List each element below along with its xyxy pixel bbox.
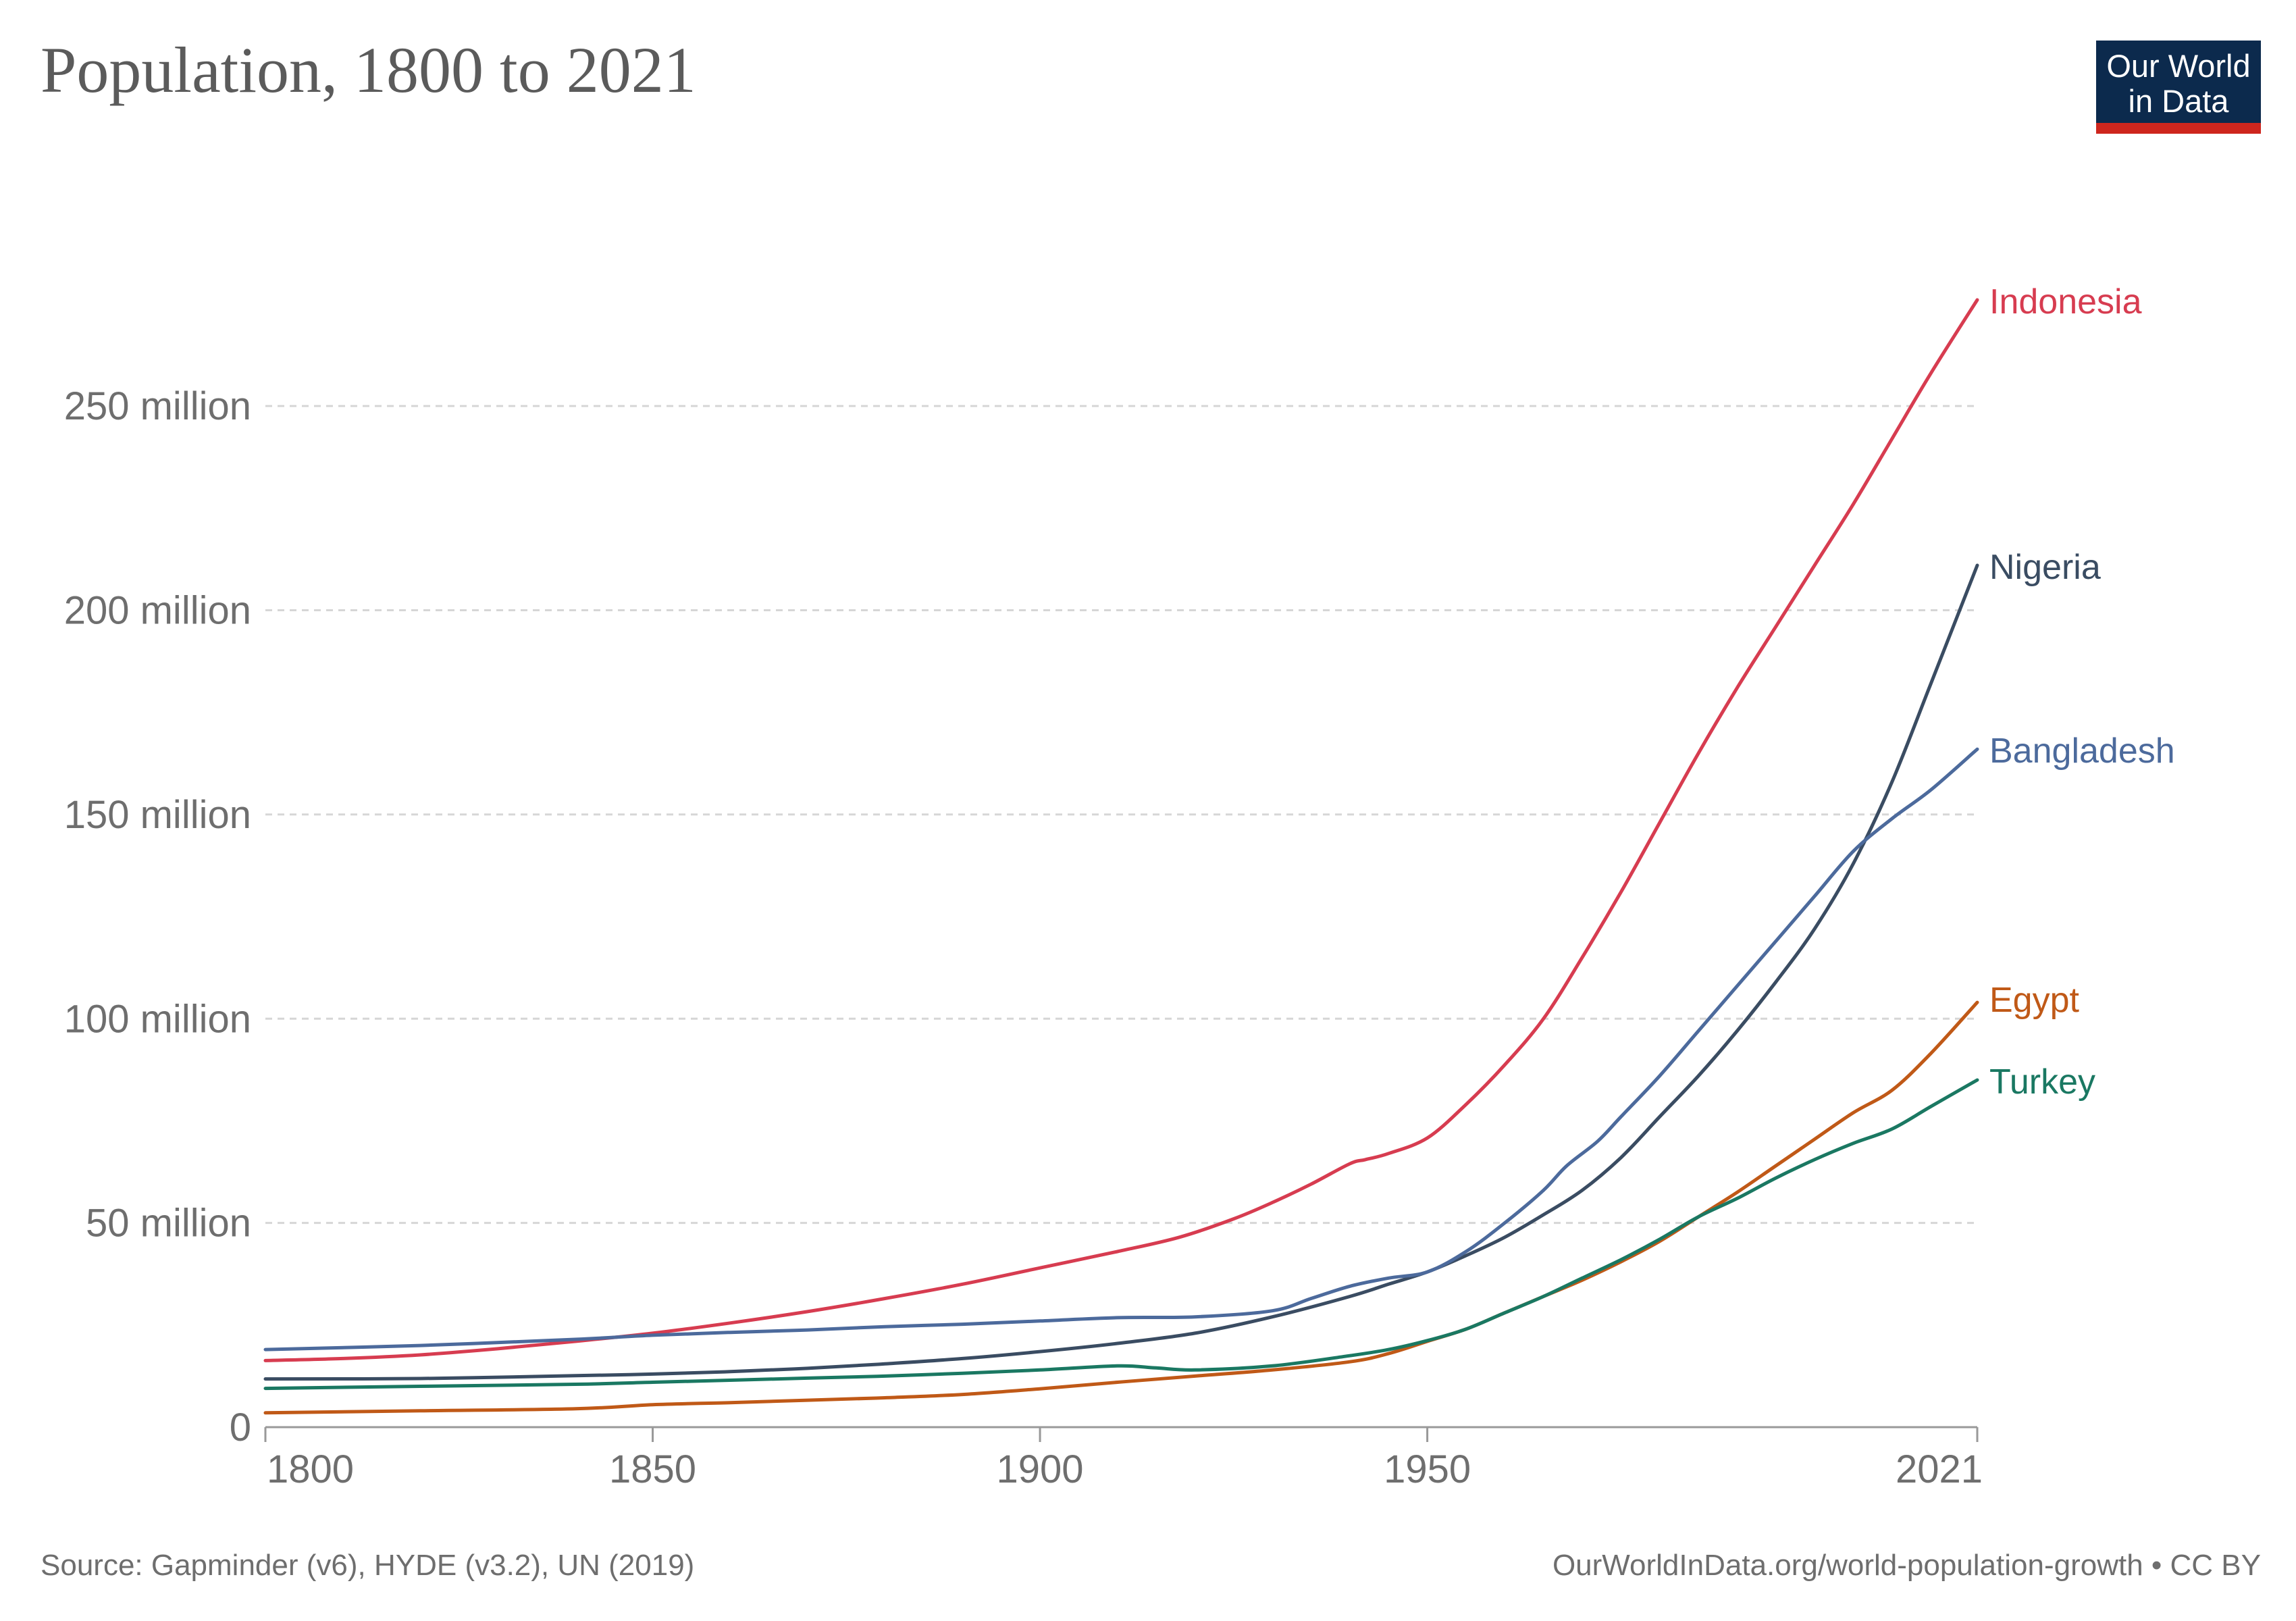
y-tick-label: 250 million [64, 384, 251, 428]
y-tick-label: 50 million [86, 1202, 251, 1245]
y-tick-label: 0 [230, 1406, 251, 1449]
series-label-indonesia: Indonesia [1989, 282, 2142, 321]
x-tick-label: 1850 [609, 1447, 696, 1491]
y-tick-label: 200 million [64, 589, 251, 633]
credit-link[interactable]: OurWorldInData.org/world-population-grow… [1552, 1549, 2261, 1582]
series-line-turkey [263, 1078, 1979, 1391]
x-tick-label: 1950 [1384, 1447, 1471, 1491]
x-tick-label: 1900 [997, 1447, 1084, 1491]
series-line-egypt [263, 1000, 1979, 1415]
x-tick-label: 2021 [1896, 1447, 1983, 1491]
series-label-nigeria: Nigeria [1989, 548, 2101, 587]
chart-title: Population, 1800 to 2021 [41, 34, 696, 106]
series-line-indonesia [263, 298, 1979, 1362]
logo-accent-bar [2096, 123, 2261, 134]
y-tick-label: 100 million [64, 997, 251, 1041]
series-label-egypt: Egypt [1989, 981, 2080, 1020]
source-note: Source: Gapminder (v6), HYDE (v3.2), UN … [41, 1549, 695, 1582]
logo-line-1: Our World [2106, 48, 2251, 84]
series-label-bangladesh: Bangladesh [1989, 731, 2175, 771]
y-tick-label: 150 million [64, 793, 251, 837]
owid-logo[interactable]: Our World in Data [2096, 41, 2261, 134]
x-tick-label: 1800 [267, 1447, 354, 1491]
logo-line-2: in Data [2128, 83, 2229, 119]
series-line-nigeria [263, 563, 1979, 1381]
series-label-turkey: Turkey [1989, 1062, 2095, 1102]
series-line-bangladesh [263, 747, 1979, 1352]
